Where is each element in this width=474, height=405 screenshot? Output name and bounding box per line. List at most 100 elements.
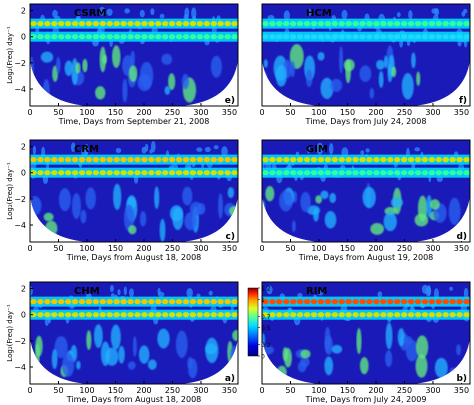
band-cell <box>463 299 470 305</box>
band-cell <box>203 170 210 176</box>
band-cell <box>317 312 325 318</box>
band-cell <box>359 170 366 176</box>
spectrum-blob <box>448 197 461 225</box>
spectrum-streak <box>115 147 122 153</box>
band-cell <box>134 157 141 163</box>
band-cell <box>113 170 120 176</box>
band-cell <box>224 21 231 27</box>
x-tick-label: 300 <box>425 108 440 117</box>
band-cell <box>380 21 387 27</box>
band-cell <box>296 312 304 318</box>
band-cell <box>203 21 210 27</box>
band-cell <box>421 34 429 40</box>
band-cell <box>463 21 470 27</box>
spectrum-blob <box>230 345 238 366</box>
spectrum-blob <box>175 330 188 358</box>
y-tick-label: −4 <box>14 363 26 372</box>
band-cell <box>134 312 141 318</box>
band-cell <box>99 312 107 318</box>
band-cell <box>387 21 394 27</box>
band-cell <box>331 157 338 163</box>
band-cell <box>276 21 283 27</box>
band-cell <box>394 34 401 40</box>
band-cell <box>141 21 148 27</box>
band-cell <box>106 21 113 27</box>
band-cell <box>317 170 325 176</box>
spectrum-blob <box>262 359 270 373</box>
band-cell <box>435 299 442 305</box>
spectrum-blob <box>397 328 405 347</box>
band-cell <box>51 157 58 163</box>
band-cell <box>366 21 373 27</box>
spectrum-blob <box>184 212 197 231</box>
x-tick-label: 0 <box>259 244 264 253</box>
band-cell <box>196 157 204 163</box>
x-tick-label: 100 <box>79 108 94 117</box>
band-cell <box>196 34 204 40</box>
band-cell <box>99 21 107 27</box>
band-cell <box>175 170 183 176</box>
band-cell <box>30 21 37 27</box>
band-cell <box>324 299 332 305</box>
spectrum-blob <box>40 51 54 63</box>
band-cell <box>303 312 311 318</box>
band-cell <box>210 170 217 176</box>
band-cell <box>283 312 290 318</box>
spectrum-blob <box>262 81 270 90</box>
band-cell <box>463 170 470 176</box>
band-cell <box>400 299 408 305</box>
band-cell <box>210 157 217 163</box>
spectrum-blob <box>315 195 323 204</box>
spectrum-streak <box>266 285 273 295</box>
band-cell <box>269 34 276 40</box>
x-tick-label: 0 <box>27 244 32 253</box>
band-cell <box>30 157 37 163</box>
band-halo <box>30 296 238 307</box>
band-cell <box>210 21 217 27</box>
band-cell <box>428 312 436 318</box>
x-tick-label: 150 <box>340 386 355 395</box>
spectrum-blob <box>45 220 58 237</box>
spectrum-streak <box>426 284 431 297</box>
x-tick-label: 250 <box>165 386 180 395</box>
band-cell <box>456 170 463 176</box>
band-cell <box>175 157 183 163</box>
spectrum-blob <box>58 187 71 212</box>
spectrum-streak <box>463 287 469 299</box>
colorbar-tick-label: 1.2 <box>261 286 271 293</box>
band-cell <box>387 299 394 305</box>
band-cell <box>99 34 107 40</box>
band-cell <box>352 312 359 318</box>
x-tick-label: 200 <box>368 386 383 395</box>
band-cell <box>414 157 422 163</box>
band-cell <box>78 157 86 163</box>
spectrum-streak <box>365 148 370 153</box>
x-tick-label: 150 <box>108 386 123 395</box>
band-cell <box>182 34 190 40</box>
spectrum-streak <box>463 8 468 14</box>
x-tick-label: 0 <box>27 108 32 117</box>
band-cell <box>64 21 72 27</box>
spectrum-blob <box>265 186 275 202</box>
spectrum-streak <box>449 286 453 291</box>
band-cell <box>155 21 162 27</box>
band-cell <box>231 157 238 163</box>
x-axis-label: Time, Days from July 24, 2008 <box>305 117 427 126</box>
spectrum-streak <box>328 143 334 155</box>
band-cell <box>359 34 366 40</box>
band-cell <box>113 21 120 27</box>
x-tick-label: 250 <box>165 244 180 253</box>
spectrum-blob <box>383 212 397 232</box>
panel-b: 0 50 100 150 200 250 300 350 Time, Days from Jul… <box>259 281 471 404</box>
spectrum-blob <box>51 349 58 370</box>
band-cell <box>262 21 269 27</box>
band-cell <box>210 299 217 305</box>
band-cell <box>168 170 176 176</box>
band-cell <box>435 157 442 163</box>
band-cell <box>106 170 113 176</box>
spectrum-blob <box>187 357 193 369</box>
band-cell <box>400 157 408 163</box>
band-cell <box>421 299 429 305</box>
band-cell <box>58 157 65 163</box>
band-cell <box>428 21 436 27</box>
